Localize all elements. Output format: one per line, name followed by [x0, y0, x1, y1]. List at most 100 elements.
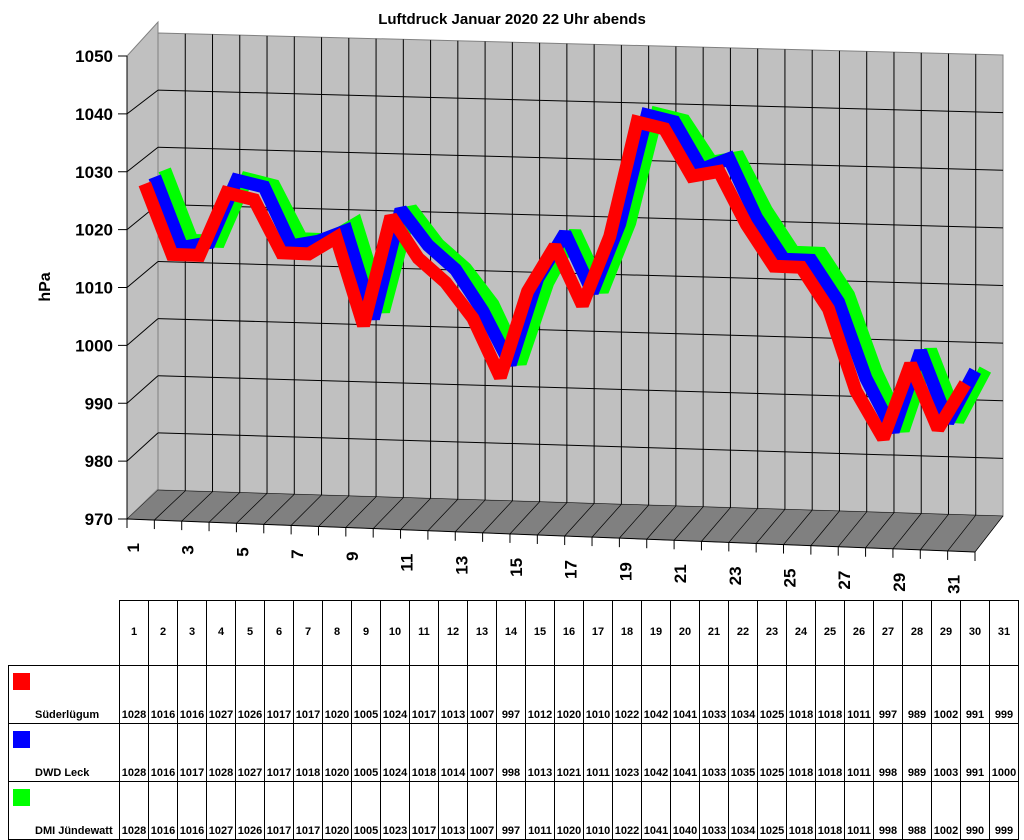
- table-cell: 1041: [670, 723, 700, 782]
- table-cell: 1002: [931, 665, 961, 724]
- table-cell: 1035: [728, 723, 758, 782]
- y-tick-label: 1050: [75, 47, 113, 66]
- table-cell: 1042: [641, 665, 671, 724]
- table-header-cell: 14: [496, 600, 526, 666]
- table-header-cell: 17: [583, 600, 613, 666]
- table-cell: 998: [873, 781, 903, 840]
- table-cell: 1005: [351, 665, 381, 724]
- y-tick-label: 1030: [75, 163, 113, 182]
- x-tick-label: 19: [616, 562, 635, 581]
- y-axis: 970 980 990 1000 1010 1020 1030 1040 1050: [75, 47, 128, 529]
- x-tick-label: 3: [179, 545, 198, 554]
- table-cell: 1010: [583, 781, 613, 840]
- x-tick-label: 7: [288, 549, 307, 558]
- table-header-cell: 27: [873, 600, 903, 666]
- x-tick-label: 15: [507, 558, 526, 577]
- table-header-cell: 2: [148, 600, 178, 666]
- table-cell: 1016: [177, 665, 207, 724]
- table-header-cell: 13: [467, 600, 497, 666]
- x-tick-label: 21: [671, 564, 690, 583]
- legend-swatch-icon: [13, 789, 30, 806]
- table-row: Süderlügum 1028 1016 1016 1027 1026 1017 1017 10…: [8, 665, 1019, 724]
- table-cell: 1020: [322, 781, 352, 840]
- y-tick-label: 1010: [75, 279, 113, 298]
- table-header-cell: 25: [815, 600, 845, 666]
- legend-swatch-icon: [13, 731, 30, 748]
- table-header-cell: 20: [670, 600, 700, 666]
- table-cell: 1028: [119, 665, 149, 724]
- table-cell: 997: [496, 781, 526, 840]
- table-header-cell: 26: [844, 600, 874, 666]
- table-cell: 1007: [467, 781, 497, 840]
- table-cell: 1018: [786, 781, 816, 840]
- table-cell: 1016: [177, 781, 207, 840]
- table-cell: 1027: [206, 665, 236, 724]
- table-cell: 1034: [728, 781, 758, 840]
- table-header-cell: 10: [380, 600, 410, 666]
- left-wall: [126, 20, 159, 521]
- table-cell: 1013: [438, 665, 468, 724]
- table-cell: 1025: [757, 723, 787, 782]
- table-header-cell: 9: [351, 600, 381, 666]
- table-cell: 1018: [409, 723, 439, 782]
- table-header-cell: 19: [641, 600, 671, 666]
- series-label: DWD Leck: [8, 723, 120, 782]
- series-label: Süderlügum: [8, 665, 120, 724]
- table-header-cell: 29: [931, 600, 961, 666]
- table-header-cell: 21: [699, 600, 729, 666]
- table-cell: 1033: [699, 723, 729, 782]
- table-cell: 1027: [235, 723, 265, 782]
- table-cell: 1007: [467, 665, 497, 724]
- table-cell: 1013: [438, 781, 468, 840]
- table-cell: 1020: [322, 723, 352, 782]
- y-tick-label: 1040: [75, 105, 113, 124]
- table-cell: 999: [989, 665, 1019, 724]
- x-tick-label: 25: [781, 569, 800, 588]
- table-cell: 1013: [525, 723, 555, 782]
- data-ribbons: [138, 105, 992, 442]
- table-cell: 1018: [815, 665, 845, 724]
- table-cell: 1020: [554, 781, 584, 840]
- table-cell: 1017: [177, 723, 207, 782]
- table-cell: 1028: [206, 723, 236, 782]
- table-header-cell: 16: [554, 600, 584, 666]
- table-cell: 1033: [699, 665, 729, 724]
- table-cell: 997: [496, 665, 526, 724]
- table-cell: 1011: [844, 665, 874, 724]
- table-header-cell: 4: [206, 600, 236, 666]
- y-tick-label: 1000: [75, 336, 113, 355]
- x-axis: 1 3 5 7 9 11 13 15 17 19 21 23 25 27 29 31: [124, 518, 976, 594]
- x-tick-label: 17: [562, 560, 581, 579]
- table-cell: 1026: [235, 781, 265, 840]
- table-cell: 997: [873, 665, 903, 724]
- table-cell: 1002: [931, 781, 961, 840]
- table-header-cell: 8: [322, 600, 352, 666]
- table-cell: 1034: [728, 665, 758, 724]
- table-cell: 1027: [206, 781, 236, 840]
- table-cell: 1021: [554, 723, 584, 782]
- table-cell: 1011: [844, 723, 874, 782]
- table-cell: 1023: [612, 723, 642, 782]
- table-cell: 1000: [989, 723, 1019, 782]
- table-cell: 1042: [641, 723, 671, 782]
- table-corner: [9, 601, 120, 666]
- table-cell: 1018: [815, 723, 845, 782]
- table-cell: 1011: [844, 781, 874, 840]
- table-cell: 1017: [293, 665, 323, 724]
- table-cell: 989: [902, 723, 932, 782]
- table-row: DMI Jündewatt 1028 1016 1016 1027 1026 1017 101…: [8, 781, 1019, 840]
- table-cell: 1005: [351, 723, 381, 782]
- table-cell: 1018: [815, 781, 845, 840]
- table-header-cell: 6: [264, 600, 294, 666]
- table-cell: 989: [902, 665, 932, 724]
- x-tick-label: 27: [835, 571, 854, 590]
- table-header-cell: 23: [757, 600, 787, 666]
- table-cell: 1018: [293, 723, 323, 782]
- x-tick-label: 13: [452, 556, 471, 575]
- table-header-cell: 30: [960, 600, 990, 666]
- table-cell: 1041: [641, 781, 671, 840]
- table-cell: 1010: [583, 665, 613, 724]
- table-cell: 1025: [757, 781, 787, 840]
- table-cell: 1023: [380, 781, 410, 840]
- table-cell: 991: [960, 723, 990, 782]
